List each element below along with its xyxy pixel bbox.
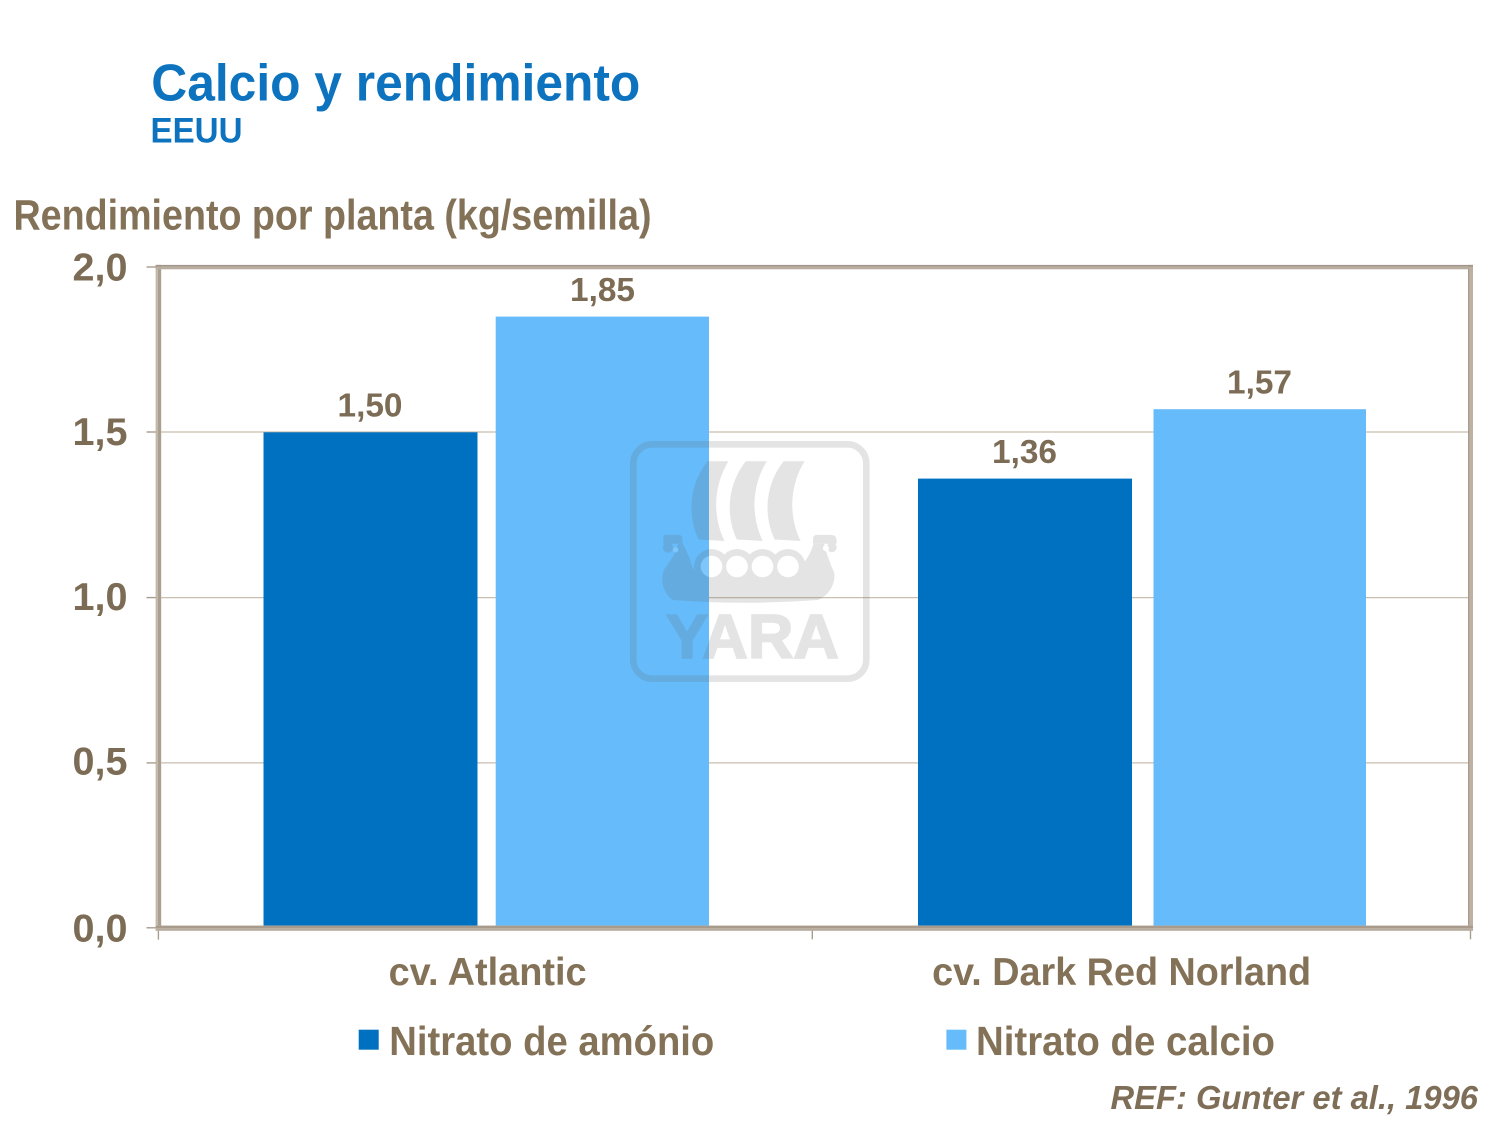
svg-text:1,36: 1,36	[992, 433, 1057, 470]
svg-text:1,85: 1,85	[570, 271, 635, 308]
svg-text:REF: Gunter et al., 1996: REF: Gunter et al., 1996	[1111, 1079, 1479, 1116]
svg-text:0,5: 0,5	[73, 741, 128, 784]
svg-text:cv. Dark Red Norland: cv. Dark Red Norland	[932, 951, 1311, 994]
svg-text:Calcio y rendimiento: Calcio y rendimiento	[151, 54, 640, 112]
svg-text:YARA: YARA	[666, 603, 839, 672]
svg-text:1,0: 1,0	[73, 576, 128, 619]
svg-text:cv. Atlantic: cv. Atlantic	[389, 951, 587, 994]
svg-text:1,5: 1,5	[73, 411, 128, 454]
svg-text:EEUU: EEUU	[151, 111, 243, 150]
svg-text:Nitrato de amónio: Nitrato de amónio	[389, 1018, 714, 1064]
svg-text:Nitrato de calcio: Nitrato de calcio	[976, 1018, 1275, 1064]
svg-text:0,0: 0,0	[73, 908, 128, 951]
svg-text:Rendimiento por planta (kg/sem: Rendimiento por planta (kg/semilla)	[14, 193, 652, 240]
svg-text:2,0: 2,0	[73, 246, 128, 289]
svg-text:1,50: 1,50	[338, 387, 403, 424]
svg-text:1,57: 1,57	[1227, 363, 1292, 400]
